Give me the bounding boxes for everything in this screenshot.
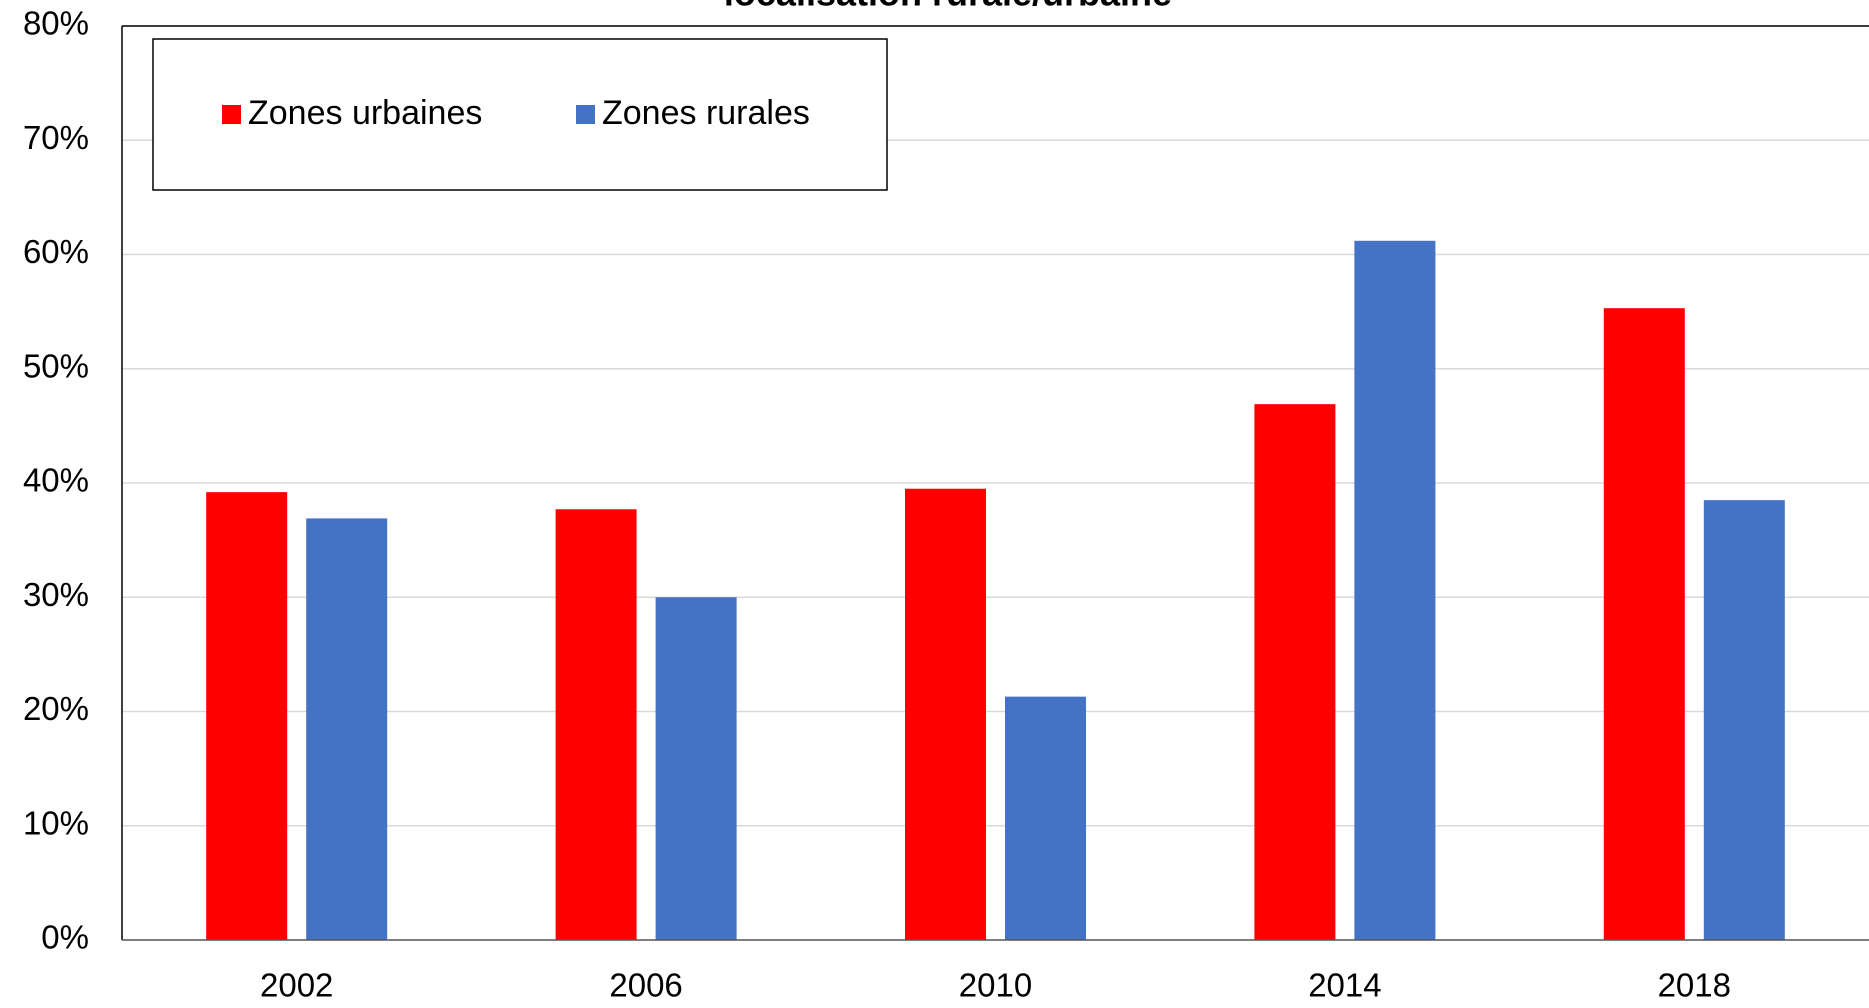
bar bbox=[306, 518, 388, 940]
bar bbox=[1005, 696, 1086, 940]
legend-label: Zones urbaines bbox=[248, 94, 482, 132]
bar bbox=[1254, 404, 1336, 941]
y-tick-label: 30% bbox=[23, 576, 89, 613]
bar bbox=[1354, 240, 1436, 941]
y-tick-label: 20% bbox=[23, 690, 89, 727]
bar bbox=[655, 597, 737, 940]
x-tick-label: 2006 bbox=[609, 967, 682, 1004]
bar bbox=[555, 509, 637, 940]
y-tick-label: 10% bbox=[23, 804, 89, 841]
x-tick-label: 2002 bbox=[260, 967, 333, 1004]
y-tick-label: 50% bbox=[23, 347, 89, 384]
legend-box bbox=[152, 38, 888, 191]
legend-label: Zones rurales bbox=[602, 94, 810, 132]
chart-title: localisation rurale/urbaine bbox=[724, 0, 1172, 14]
y-tick-label: 40% bbox=[23, 462, 89, 499]
bar bbox=[1703, 500, 1785, 940]
x-tick-label: 2018 bbox=[1658, 967, 1731, 1004]
y-tick-label: 70% bbox=[23, 119, 89, 156]
x-tick-label: 2010 bbox=[959, 967, 1032, 1004]
legend-swatch bbox=[222, 105, 241, 124]
bar bbox=[905, 488, 986, 940]
bar bbox=[206, 492, 288, 940]
y-tick-label: 0% bbox=[41, 919, 89, 956]
bar bbox=[1603, 308, 1685, 940]
x-tick-label: 2014 bbox=[1308, 967, 1381, 1004]
legend-swatch bbox=[576, 105, 595, 124]
y-tick-label: 60% bbox=[23, 233, 89, 270]
y-tick-label: 80% bbox=[23, 5, 89, 42]
